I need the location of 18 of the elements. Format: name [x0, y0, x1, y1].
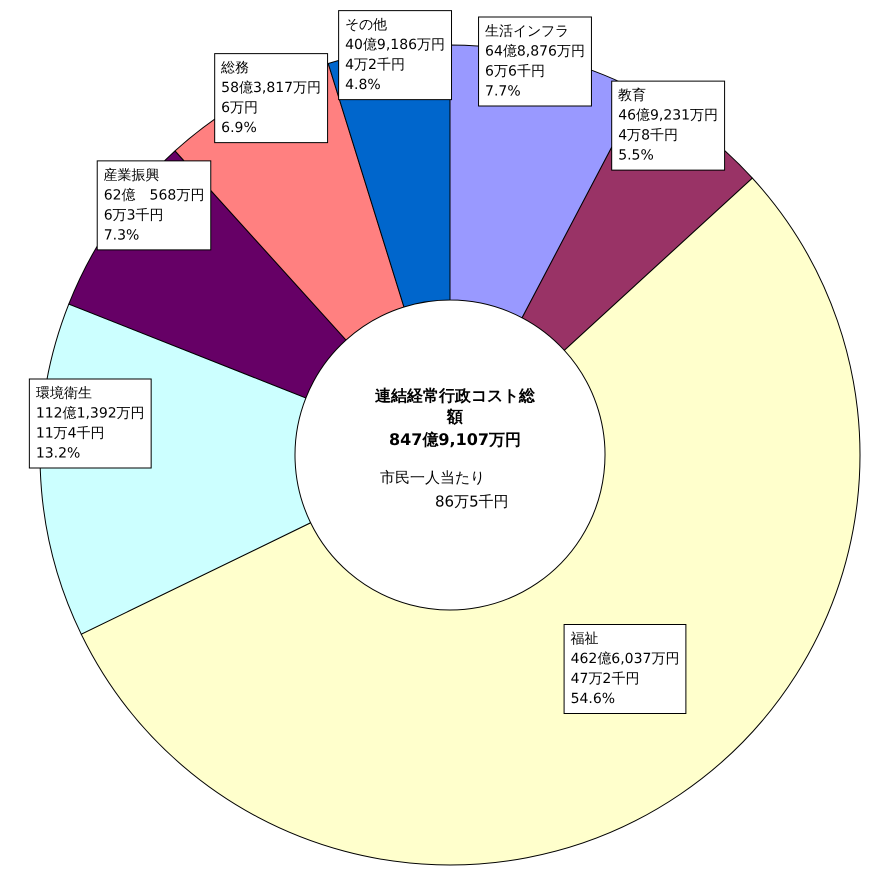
text: 847億9,107万円 — [388, 430, 522, 449]
data-label: 462億6,037万円 47万2千円 54.6% — [570, 650, 680, 707]
text: 市民一人当たり — [380, 468, 485, 486]
slice-label: 環境衛生 — [36, 386, 92, 402]
slice-label: 産業振興 — [104, 167, 160, 184]
slice-label: その他 — [345, 17, 388, 34]
data-label: 64億8,876万円 6万6千円 7.7% — [485, 43, 585, 100]
data-label: 46億9,231万円 4万8千円 5.5% — [618, 108, 718, 164]
text: 86万5千円 — [435, 492, 509, 510]
slice-label: 生活インフラ — [485, 23, 570, 40]
slice-label: 福祉 — [570, 630, 599, 647]
data-label: 40億9,186万円 4万2千円 4.8% — [345, 37, 446, 94]
slice-label: 教育 — [618, 86, 646, 104]
slice-label: 総務 — [220, 60, 250, 76]
data-label: 62億 568万円 6万3千円 7.3% — [104, 187, 204, 244]
data-label: 58億3,817万円 6万円 6.9% — [221, 80, 322, 136]
text: 連結経常行政コスト総額 — [375, 386, 536, 426]
data-label: 112億1,392万円 11万4千円 13.2% — [36, 406, 145, 462]
